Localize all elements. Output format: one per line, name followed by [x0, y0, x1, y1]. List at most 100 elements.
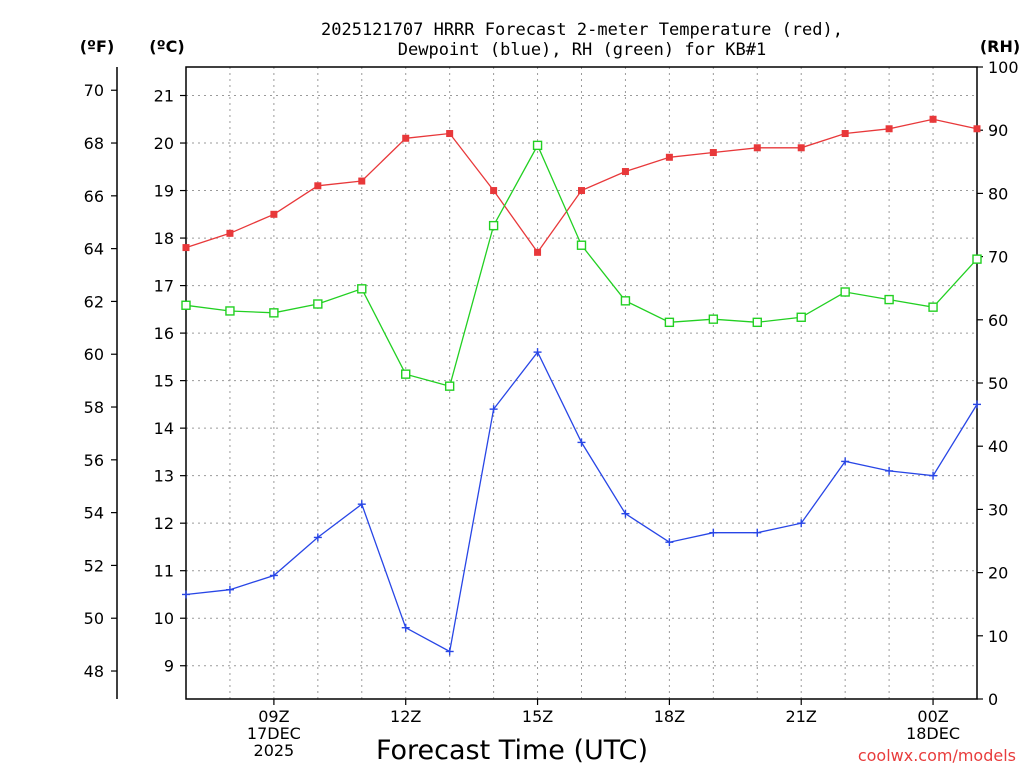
celsius-tick-label: 10: [154, 609, 174, 628]
x-tick-label: 18Z: [654, 707, 685, 726]
rh-tick-label: 90: [988, 121, 1008, 140]
rh-point: [840, 287, 850, 297]
rh-tick-label: 100: [988, 58, 1019, 77]
dewpoint-point: [621, 509, 630, 518]
x-tick-label: 18DEC: [906, 724, 960, 743]
x-tick-label: 09Z: [258, 707, 289, 726]
rh-point: [884, 294, 894, 305]
celsius-tick-label: 20: [154, 134, 174, 153]
fahrenheit-tick-label: 68: [84, 134, 104, 153]
temperature-point: [182, 244, 190, 252]
rh-point: [488, 220, 499, 231]
dewpoint-point: [665, 538, 674, 547]
temperature-point: [270, 210, 278, 218]
celsius-tick-label: 17: [154, 277, 174, 296]
x-tick-label: 2025: [254, 741, 295, 760]
celsius-tick-label: 11: [154, 562, 174, 581]
dewpoint-point: [973, 400, 981, 409]
temperature-point: [314, 182, 322, 190]
dewpoint-point: [841, 457, 850, 466]
fahrenheit-tick-label: 60: [84, 345, 104, 364]
temperature-point: [753, 144, 761, 152]
dewpoint-point: [182, 590, 190, 599]
rh-tick-label: 80: [988, 184, 1008, 203]
rh-tick-label: 40: [988, 437, 1008, 456]
temperature-point: [929, 115, 937, 123]
temperature-point: [226, 229, 234, 237]
temperature-point: [578, 187, 585, 195]
rh-tick-label: 10: [988, 627, 1008, 646]
x-tick-label: 21Z: [786, 707, 817, 726]
rh-point: [664, 317, 675, 328]
rh-point: [444, 381, 455, 391]
temperature-point: [621, 168, 629, 176]
x-axis-label: Forecast Time (UTC): [376, 735, 648, 766]
rh-point: [225, 306, 235, 316]
fahrenheit-tick-label: 70: [84, 81, 104, 100]
celsius-unit-label: (ºC): [149, 37, 184, 56]
dewpoint-point: [577, 438, 586, 447]
celsius-tick-label: 21: [154, 87, 174, 106]
rh-tick-label: 0: [988, 690, 998, 709]
rh-point: [401, 369, 411, 379]
celsius-tick-label: 15: [154, 372, 174, 391]
grid: [185, 67, 978, 699]
rh-point: [357, 284, 367, 294]
temperature-point: [709, 149, 717, 157]
temperature-point: [841, 130, 849, 138]
dewpoint-point: [225, 585, 234, 594]
temperature-point: [446, 130, 454, 138]
dewpoint-point: [753, 528, 762, 537]
celsius-tick-label: 9: [164, 657, 174, 676]
temperature-point: [797, 144, 805, 152]
celsius-tick-label: 14: [154, 419, 174, 438]
chart-title-line-2: Dewpoint (blue), RH (green) for KB#1: [398, 40, 766, 60]
rh-tick-label: 70: [988, 248, 1008, 267]
celsius-tick-label: 13: [154, 467, 174, 486]
temperature-point: [402, 134, 410, 142]
dewpoint-point: [533, 348, 542, 357]
celsius-tick-label: 18: [154, 229, 174, 248]
rh-tick-label: 50: [988, 374, 1008, 393]
fahrenheit-tick-label: 56: [84, 451, 104, 470]
fahrenheit-tick-label: 52: [84, 556, 104, 575]
dewpoint-point: [269, 571, 278, 580]
x-tick-label: 17DEC: [247, 724, 301, 743]
celsius-tick-label: 16: [154, 324, 174, 343]
rh-point: [269, 308, 279, 318]
temperature-point: [490, 187, 498, 195]
dewpoint-point: [929, 471, 938, 480]
dewpoint-point: [489, 405, 498, 414]
rh-tick-label: 20: [988, 564, 1008, 583]
rh-unit-label: (RH): [980, 37, 1020, 56]
rh-tick-label: 30: [988, 500, 1008, 519]
plot-frame: [185, 66, 978, 700]
celsius-tick-label: 19: [154, 182, 174, 201]
rh-point: [576, 240, 587, 250]
rh-point: [752, 317, 762, 328]
dewpoint-point: [445, 647, 454, 656]
fahrenheit-tick-label: 58: [84, 398, 104, 417]
fahrenheit-unit-label: (ºF): [80, 37, 115, 56]
temperature-point: [885, 125, 893, 133]
rh-point: [708, 314, 719, 324]
dewpoint-point: [401, 623, 410, 632]
fahrenheit-tick-label: 62: [84, 292, 104, 311]
credit-text: coolwx.com/models: [858, 746, 1016, 765]
temperature-point: [973, 125, 981, 133]
dewpoint-point: [357, 500, 366, 509]
temperature-point: [534, 248, 542, 256]
fahrenheit-tick-label: 54: [84, 504, 104, 523]
dewpoint-point: [885, 466, 894, 475]
x-tick-label: 12Z: [390, 707, 421, 726]
rh-point: [181, 300, 191, 310]
fahrenheit-tick-label: 64: [84, 240, 104, 259]
rh-point: [313, 299, 323, 309]
rh-point: [972, 254, 982, 264]
celsius-tick-label: 12: [154, 514, 174, 533]
series-layer: [181, 115, 982, 656]
fahrenheit-tick-label: 66: [84, 187, 104, 206]
rh-point: [928, 302, 938, 312]
